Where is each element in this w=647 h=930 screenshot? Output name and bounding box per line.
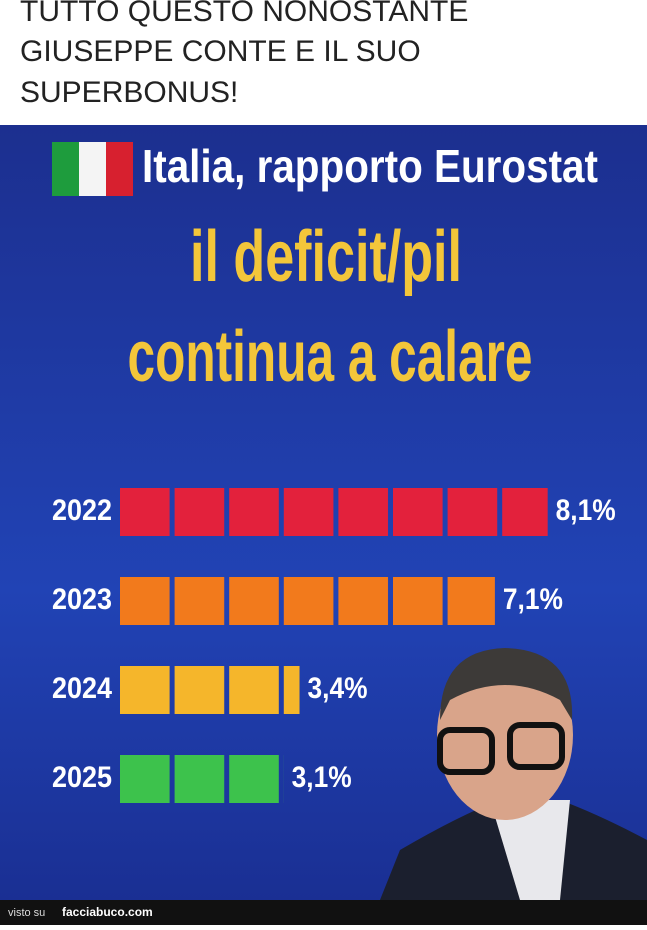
header-line: SUPERBONUS!: [20, 76, 238, 109]
bar: [120, 577, 495, 625]
value-label: 3,1%: [292, 761, 352, 794]
person-silhouette: [380, 648, 647, 900]
bar: [120, 488, 548, 536]
header-line: TUTTO QUESTO NONOSTANTE: [20, 0, 468, 28]
bar: [120, 666, 300, 714]
value-label: 7,1%: [503, 583, 563, 616]
italian-flag: [52, 142, 133, 196]
category-label: 2022: [52, 494, 112, 527]
chart-subtitle: il deficit/pil: [190, 217, 462, 297]
chart-subtitle: continua a calare: [128, 317, 533, 397]
footer-site: facciabuco.com: [62, 905, 153, 919]
category-label: 2024: [52, 672, 112, 705]
category-label: 2023: [52, 583, 112, 616]
value-label: 3,4%: [308, 672, 368, 705]
footer-prefix: visto su: [8, 907, 45, 919]
chart-title: Italia, rapporto Eurostat: [142, 140, 598, 192]
bar: [120, 755, 284, 803]
category-label: 2025: [52, 761, 112, 794]
value-label: 8,1%: [556, 494, 616, 527]
header-line: GIUSEPPE CONTE E IL SUO: [20, 35, 421, 68]
footer-bar: [0, 900, 647, 925]
